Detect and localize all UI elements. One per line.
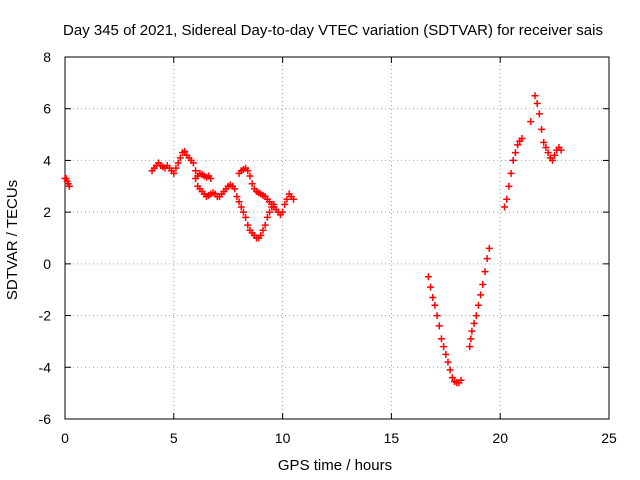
data-point xyxy=(533,100,541,108)
data-point xyxy=(192,167,200,175)
data-point xyxy=(433,312,441,320)
data-point xyxy=(446,366,454,374)
plot-frame xyxy=(64,56,610,420)
x-tick-label: 25 xyxy=(601,430,617,446)
data-point xyxy=(231,185,239,193)
data-point xyxy=(507,169,515,177)
data-point xyxy=(207,175,215,183)
y-tick-label: 2 xyxy=(43,204,51,220)
data-point xyxy=(261,221,269,229)
data-point xyxy=(431,301,439,309)
data-point xyxy=(289,195,297,203)
data-point xyxy=(544,149,552,157)
data-point xyxy=(505,182,513,190)
data-point xyxy=(501,203,509,211)
data-point xyxy=(427,283,435,291)
data-point xyxy=(174,159,182,167)
y-tick-label: 4 xyxy=(43,152,51,168)
data-point xyxy=(485,244,493,252)
data-point xyxy=(244,221,252,229)
data-point xyxy=(467,335,475,343)
data-point xyxy=(474,301,482,309)
data-point xyxy=(257,231,265,239)
data-points xyxy=(61,92,565,387)
data-point xyxy=(542,144,550,151)
y-tick-label: -2 xyxy=(39,308,52,324)
data-point xyxy=(538,125,546,133)
data-point xyxy=(468,327,476,335)
y-axis-label: SDTVAR / TECUs xyxy=(4,180,21,300)
data-point xyxy=(442,350,450,358)
data-point xyxy=(514,141,522,149)
data-point xyxy=(181,147,189,155)
chart-title: Day 345 of 2021, Sidereal Day-to-day VTE… xyxy=(63,22,603,39)
data-point xyxy=(279,208,287,216)
data-point xyxy=(481,268,489,276)
data-point xyxy=(509,156,517,164)
data-point xyxy=(511,149,519,157)
y-tick-label: 0 xyxy=(43,256,51,272)
data-point xyxy=(448,374,456,382)
data-point xyxy=(242,213,250,221)
data-point xyxy=(477,291,485,299)
data-point xyxy=(237,203,245,211)
y-tick-label: 6 xyxy=(43,101,51,117)
data-point xyxy=(457,376,465,384)
x-tick-label: 15 xyxy=(384,430,400,446)
data-point xyxy=(172,164,180,172)
data-point xyxy=(557,146,565,154)
data-point xyxy=(176,154,184,162)
data-point xyxy=(466,343,474,351)
data-point xyxy=(444,358,452,366)
data-point xyxy=(248,180,256,188)
data-point xyxy=(548,156,556,164)
data-point xyxy=(424,273,432,281)
data-point xyxy=(65,182,73,190)
data-point xyxy=(527,118,535,126)
data-point xyxy=(246,172,254,180)
grid xyxy=(65,57,609,419)
data-point xyxy=(189,159,197,167)
data-point xyxy=(283,195,291,203)
x-tick-label: 5 xyxy=(170,430,178,446)
data-point xyxy=(266,208,274,216)
data-point xyxy=(239,208,247,216)
data-point xyxy=(435,322,443,330)
data-point xyxy=(483,255,491,263)
data-point xyxy=(540,138,548,146)
data-point xyxy=(235,198,243,206)
data-point xyxy=(192,175,200,183)
y-tick-label: -4 xyxy=(39,359,52,375)
data-point xyxy=(429,293,437,301)
data-point xyxy=(503,195,511,203)
y-tick-label: -6 xyxy=(39,411,52,427)
y-tick-label: 8 xyxy=(43,49,51,65)
data-point xyxy=(472,312,480,320)
x-tick-label: 0 xyxy=(61,430,69,446)
x-axis-label: GPS time / hours xyxy=(278,457,392,474)
data-point xyxy=(551,151,559,159)
data-point xyxy=(281,200,289,208)
x-tick-label: 10 xyxy=(275,430,291,446)
data-point xyxy=(263,213,271,221)
data-point xyxy=(470,319,478,327)
data-point xyxy=(233,193,241,201)
data-point xyxy=(437,335,445,343)
data-point xyxy=(440,343,448,351)
data-point xyxy=(518,134,526,142)
x-tick-label: 20 xyxy=(492,430,508,446)
data-point xyxy=(479,281,487,289)
data-point xyxy=(531,92,539,100)
data-point xyxy=(259,226,267,234)
data-point xyxy=(244,167,252,175)
data-point xyxy=(170,169,178,177)
data-point xyxy=(535,110,543,118)
axis-ticks: 0 5 10 15 20 25 -6 -4 -2 0 2 4 6 8 xyxy=(39,49,617,446)
